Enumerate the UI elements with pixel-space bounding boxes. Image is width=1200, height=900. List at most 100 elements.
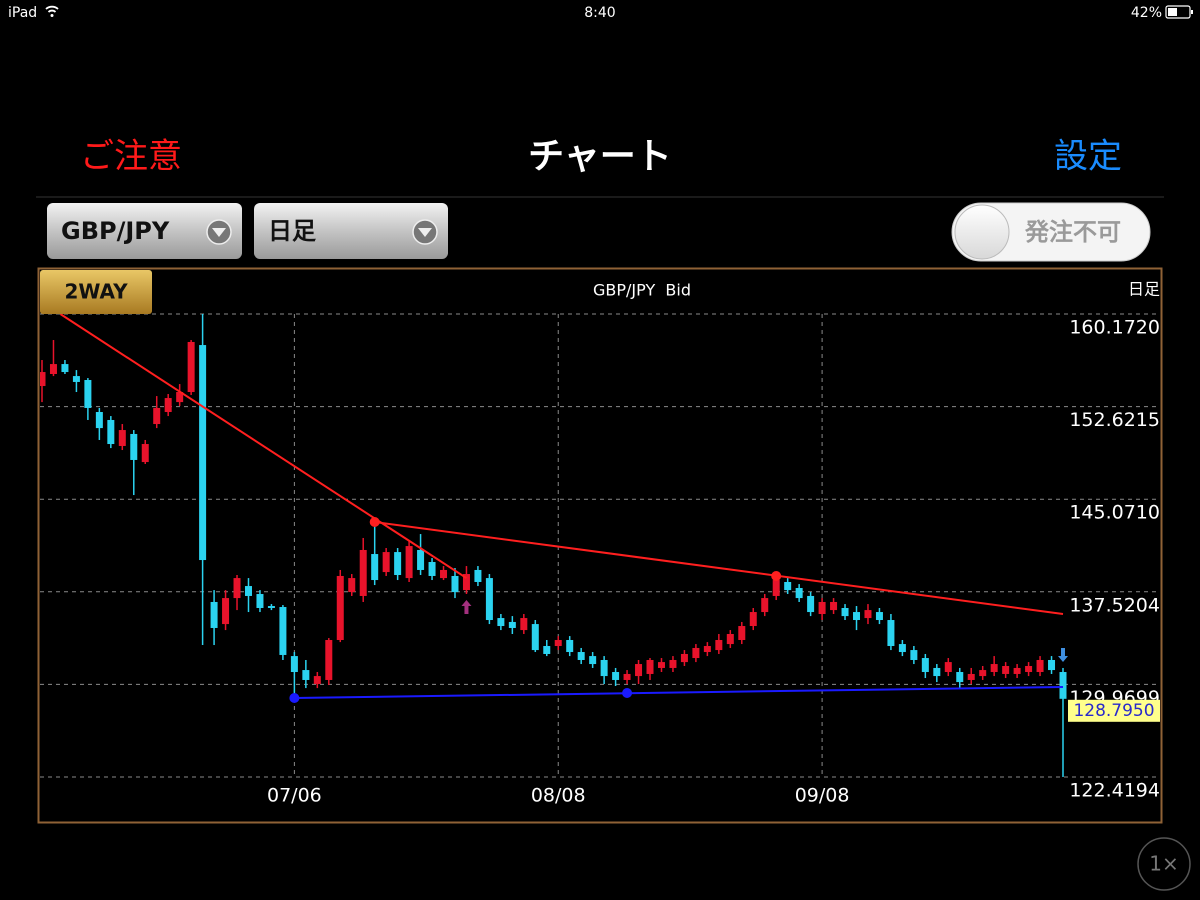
candle-body: [440, 569, 448, 579]
candle-body: [726, 633, 734, 645]
candle-body: [669, 659, 677, 668]
chart-panel: [37, 267, 1163, 824]
candle-body: [359, 549, 367, 596]
dropdown-arrow[interactable]: [418, 228, 432, 237]
toggle-knob[interactable]: [954, 204, 1010, 260]
candle-body: [1025, 666, 1033, 673]
y-tick-label: 145.0710: [1069, 502, 1160, 524]
dropdown-arrow[interactable]: [212, 228, 226, 237]
candle-body: [279, 607, 287, 655]
battery-icon: [1165, 5, 1191, 19]
trend-anchor: [369, 517, 380, 528]
candle-body: [772, 580, 780, 596]
candle-body: [979, 670, 987, 677]
candle-body: [141, 444, 149, 463]
candle-body: [921, 658, 929, 673]
mode-badge-label[interactable]: 2WAY: [64, 280, 128, 304]
candle-body: [807, 595, 815, 613]
candle-body: [738, 626, 746, 641]
candle-body: [1013, 667, 1021, 674]
y-tick-label: 122.4194: [1069, 780, 1160, 802]
candle-body: [531, 624, 539, 651]
candle-body: [898, 644, 906, 653]
y-tick-label: 152.6215: [1069, 409, 1160, 431]
candle-body: [818, 601, 826, 615]
candle-body: [956, 672, 964, 683]
trend-anchor: [622, 687, 633, 698]
candle-body: [153, 407, 161, 425]
candle-body: [485, 578, 493, 621]
candle-body: [336, 575, 344, 641]
order-toggle[interactable]: 発注不可: [951, 202, 1151, 262]
candle-body: [554, 640, 562, 647]
pair-button[interactable]: [47, 203, 242, 259]
battery-tip: [1191, 10, 1193, 14]
candle-body: [244, 586, 252, 596]
status-device: iPad: [8, 5, 37, 21]
x-tick-label: 07/06: [267, 785, 322, 807]
candle-body: [1002, 666, 1010, 674]
candle-body: [967, 673, 975, 680]
candle-body: [61, 364, 69, 373]
candle-body: [600, 659, 608, 677]
candle-body: [428, 562, 436, 576]
period-button[interactable]: [254, 203, 448, 259]
zoom-label[interactable]: 1×: [1149, 852, 1178, 876]
candle-body: [325, 640, 333, 680]
trend-line: [294, 685, 1064, 700]
status-time: 8:40: [584, 5, 615, 21]
candle-body: [933, 667, 941, 677]
candle-body: [371, 554, 379, 581]
nav-title: チャート: [528, 136, 672, 177]
mode-badge[interactable]: [40, 270, 152, 314]
candle-body: [40, 372, 46, 387]
candle-body: [313, 676, 321, 685]
plot-area: [40, 313, 1160, 778]
period-select[interactable]: 日足: [254, 203, 448, 259]
candle-body: [589, 656, 597, 665]
candle-body: [164, 398, 172, 413]
battery-level: [1168, 8, 1177, 16]
candle-body: [990, 664, 998, 673]
candle-body: [382, 552, 390, 573]
candle-body: [577, 652, 585, 660]
candle-body: [394, 552, 402, 576]
candle-body: [84, 380, 92, 408]
candle-body: [795, 588, 803, 599]
candle-body: [1036, 659, 1044, 673]
signal-arrow: [461, 600, 472, 615]
candle-body: [95, 412, 103, 429]
candle-body: [462, 574, 470, 591]
nav-notice[interactable]: ご注意: [80, 137, 182, 177]
candle-body: [107, 419, 115, 445]
candle-body: [910, 650, 918, 660]
candle-body: [187, 341, 195, 393]
pair-label[interactable]: GBP/JPY: [61, 217, 170, 245]
signal-arrow: [1058, 647, 1068, 662]
nav-settings[interactable]: 設定: [1054, 137, 1122, 177]
candle-body: [635, 664, 643, 677]
x-tick-label: 08/08: [531, 785, 586, 807]
candle-body: [199, 345, 207, 561]
wifi-icon: [45, 5, 59, 13]
candle-body: [118, 430, 126, 446]
candle-body: [875, 612, 883, 621]
candle-body: [130, 433, 138, 460]
pair-select[interactable]: GBP/JPY: [47, 203, 242, 259]
candle-body: [210, 601, 218, 628]
period-label[interactable]: 日足: [268, 217, 316, 245]
candle-body: [1048, 659, 1056, 671]
candle-body: [853, 612, 861, 621]
candle-body: [646, 659, 654, 674]
toggle-label[interactable]: 発注不可: [1024, 218, 1121, 246]
candle-body: [543, 646, 551, 654]
candle-body: [497, 618, 505, 627]
candle-body: [887, 620, 895, 647]
zoom-button[interactable]: [1137, 837, 1191, 891]
candle-body: [49, 364, 57, 374]
candle-body: [761, 598, 769, 613]
candle-body: [72, 376, 80, 382]
candle-body: [233, 578, 241, 599]
